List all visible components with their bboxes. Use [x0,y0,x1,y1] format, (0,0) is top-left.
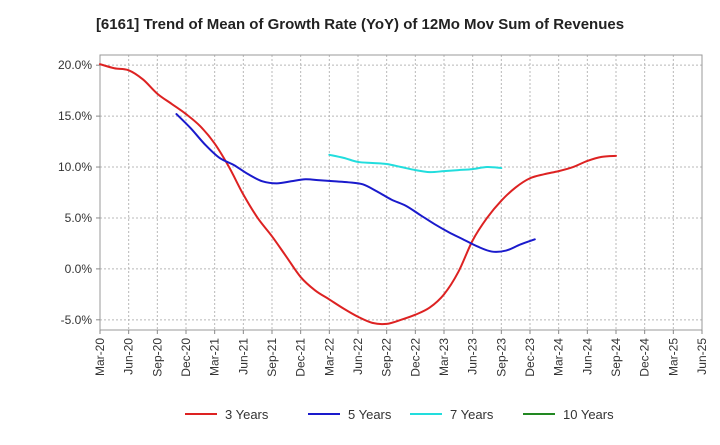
x-tick-label: Sep-20 [150,338,164,377]
x-tick-label: Sep-23 [494,338,508,377]
legend-label: 7 Years [450,407,494,422]
y-tick-label: 15.0% [58,109,92,123]
x-tick-label: Dec-21 [294,338,308,377]
y-tick-label: 10.0% [58,160,92,174]
y-tick-label: 20.0% [58,58,92,72]
x-tick-label: Dec-24 [638,338,652,377]
legend-label: 5 Years [348,407,392,422]
legend-item-3-years: 3 Years [185,407,269,422]
x-tick-label: Mar-25 [666,338,680,376]
chart-title: [6161] Trend of Mean of Growth Rate (YoY… [96,16,624,33]
grid-lines [99,55,703,330]
x-tick-label: Mar-22 [322,338,336,376]
x-tick-label: Dec-20 [179,338,193,377]
x-tick-label: Mar-20 [93,338,107,376]
series-lines [99,63,617,326]
x-axis: Mar-20 Jun-20 Sep-20 Dec-20 Mar-21 Jun-21 Sep-… [93,330,709,377]
y-axis: 20.0% 15.0% 10.0% 5.0% 0.0% -5.0% [58,58,100,327]
x-tick-label: Mar-23 [437,338,451,376]
x-tick-label: Mar-24 [552,338,566,376]
y-tick-label: 5.0% [65,211,93,225]
legend-label: 10 Years [563,407,614,422]
x-tick-label: Sep-24 [609,338,623,377]
x-tick-label: Jun-25 [695,338,709,375]
legend-item-5-years: 5 Years [308,407,392,422]
series-line-3-years [99,63,617,326]
legend: 3 Years 5 Years 7 Years 10 Years [185,407,614,422]
x-tick-label: Dec-23 [523,338,537,377]
legend-label: 3 Years [225,407,269,422]
x-tick-label: Dec-22 [408,338,422,377]
x-tick-label: Jun-23 [466,338,480,375]
x-tick-label: Jun-21 [236,338,250,375]
plot-area [99,54,703,331]
x-tick-label: Jun-20 [122,338,136,375]
x-tick-label: Mar-21 [208,338,222,376]
legend-item-10-years: 10 Years [523,407,614,422]
series-line-7-years [328,153,503,174]
y-tick-label: -5.0% [61,313,93,327]
x-tick-label: Sep-21 [265,338,279,377]
x-tick-label: Jun-24 [580,338,594,375]
y-tick-label: 0.0% [65,262,93,276]
legend-item-7-years: 7 Years [410,407,494,422]
x-tick-label: Sep-22 [380,338,394,377]
x-tick-label: Jun-22 [351,338,365,375]
series-line-5-years [175,113,536,253]
